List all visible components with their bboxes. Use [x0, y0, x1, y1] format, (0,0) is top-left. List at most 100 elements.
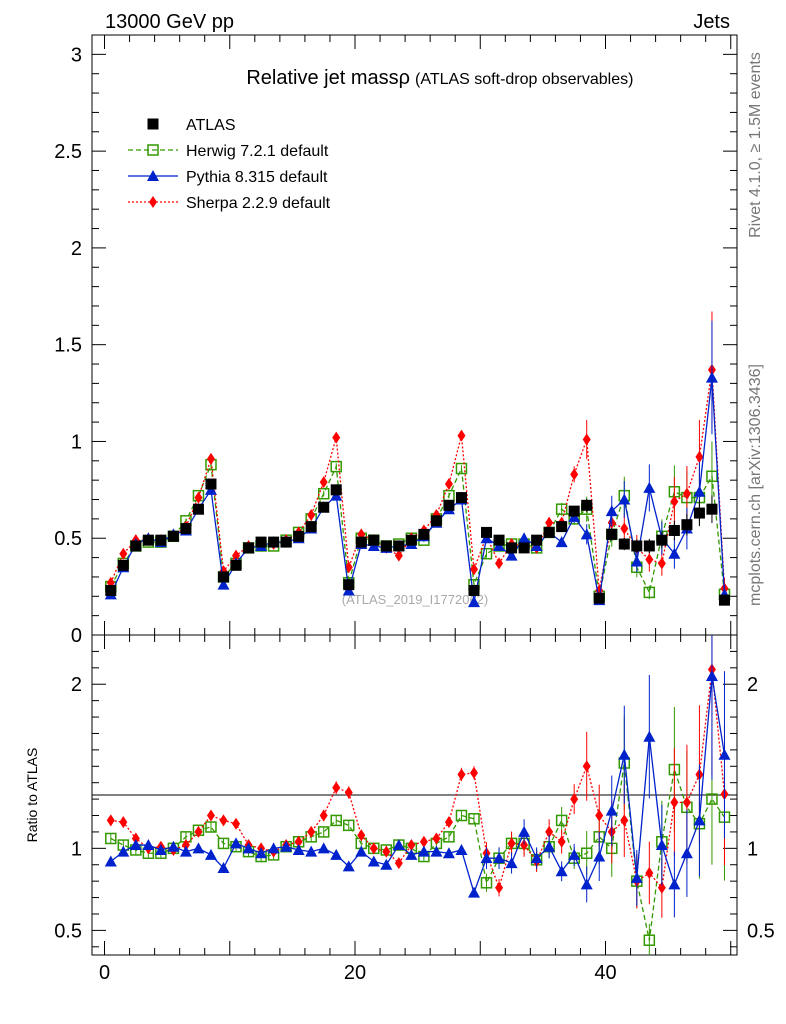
atlas-main-point — [268, 536, 280, 548]
atlas-main-point — [693, 507, 705, 519]
main-ytick-label: 0 — [71, 625, 82, 647]
sherpa-main-point — [582, 433, 591, 446]
sherpa-main-point — [645, 553, 654, 566]
pythia-ratio-point — [530, 852, 543, 864]
pythia-ratio-point — [230, 837, 243, 849]
sherpa-main-point — [332, 431, 341, 444]
atlas-main-point — [405, 534, 417, 546]
sherpa-ratio-point — [620, 814, 629, 827]
atlas-main-point — [518, 542, 530, 554]
pythia-main-point — [555, 536, 568, 548]
pythia-ratio-point — [467, 886, 480, 898]
herwig-ratio-point — [455, 809, 468, 822]
atlas-main-point — [643, 540, 655, 552]
atlas-main-point — [443, 499, 455, 511]
sherpa-ratio-point — [570, 793, 579, 806]
pythia-ratio-point — [718, 748, 731, 760]
mcplots-label: mcplots.cern.ch [arXiv:1306.3436] — [747, 364, 764, 606]
sherpa-ratio-point — [682, 796, 691, 809]
sherpa-ratio-point — [106, 814, 115, 827]
legend-marker-sherpa — [149, 196, 157, 208]
atlas-main-point — [581, 499, 593, 511]
xtick-label: 40 — [594, 962, 616, 984]
atlas-main-point — [606, 528, 618, 540]
pythia-ratio-point — [680, 847, 693, 859]
sherpa-ratio-point — [545, 825, 554, 838]
atlas-main-point — [355, 536, 367, 548]
pythia-ratio-point — [367, 855, 380, 867]
sherpa-ratio-point — [557, 835, 566, 848]
sherpa-main-point — [394, 549, 403, 562]
legend-label-sherpa: Sherpa 2.2.9 default — [186, 195, 331, 212]
atlas-main-point — [481, 526, 493, 538]
pythia-ratio-point — [154, 843, 167, 855]
sherpa-main-point — [620, 522, 629, 535]
pythia-ratio-point — [104, 855, 117, 867]
pythia-ratio-point — [330, 848, 343, 860]
atlas-main-point — [556, 521, 568, 533]
atlas-main-point — [255, 536, 267, 548]
herwig-ratio-point — [443, 831, 455, 843]
atlas-main-point — [543, 526, 555, 538]
sherpa-main-point — [194, 491, 203, 504]
sherpa-main-point — [232, 549, 241, 562]
sherpa-main-line — [110, 369, 726, 591]
ratio-ylabel: Ratio to ATLAS — [24, 748, 40, 843]
sherpa-ratio-point — [507, 837, 516, 850]
sherpa-ratio-point — [419, 835, 428, 848]
atlas-main-point — [631, 540, 643, 552]
sherpa-main-point — [457, 429, 466, 442]
sherpa-ratio-point — [319, 809, 328, 822]
pythia-ratio-point — [204, 848, 217, 860]
atlas-main-point — [656, 534, 668, 546]
pythia-ratio-point — [455, 843, 468, 855]
herwig-main-point — [455, 462, 468, 475]
sherpa-ratio-point — [119, 816, 128, 829]
xtick-label: 20 — [344, 962, 366, 984]
main-ytick-label: 1 — [71, 431, 82, 453]
pythia-main-point — [668, 547, 681, 559]
atlas-main-point — [155, 534, 167, 546]
atlas-main-point — [180, 523, 192, 535]
pythia-ratio-point — [518, 825, 531, 837]
main-ytick-label: 2 — [71, 238, 82, 260]
atlas-main-point — [568, 505, 580, 517]
sherpa-ratio-point — [131, 832, 140, 845]
header-left: 13000 GeV pp — [105, 11, 234, 33]
legend-label-pythia: Pythia 8.315 default — [186, 169, 328, 186]
xtick-label: 0 — [99, 962, 110, 984]
herwig-ratio-point — [205, 821, 217, 833]
atlas-main-point — [393, 540, 405, 552]
herwig-ratio-point — [217, 837, 230, 850]
sherpa-main-point — [344, 561, 353, 574]
pythia-ratio-point — [380, 858, 393, 870]
pythia-ratio-point — [630, 871, 643, 883]
sherpa-ratio-point — [657, 881, 666, 894]
sherpa-main-point — [444, 478, 453, 491]
sherpa-ratio-point — [357, 829, 366, 842]
sherpa-ratio-point — [444, 816, 453, 829]
pythia-main-point — [643, 481, 656, 493]
atlas-main-point — [706, 503, 718, 515]
atlas-main-point — [105, 584, 117, 596]
pythia-ratio-point — [179, 845, 192, 857]
pythia-ratio-point — [242, 842, 255, 854]
sherpa-ratio-point — [219, 814, 228, 827]
legend-marker-atlas — [147, 118, 159, 130]
sherpa-ratio-point — [232, 817, 241, 830]
herwig-main-point — [643, 586, 656, 599]
main-ytick-label: 3 — [71, 44, 82, 66]
atlas-main-point — [117, 559, 129, 571]
pythia-ratio-point — [192, 842, 205, 854]
atlas-main-point — [130, 540, 142, 552]
atlas-main-point — [593, 592, 605, 604]
sherpa-main-point — [469, 563, 478, 576]
atlas-main-point — [368, 534, 380, 546]
sherpa-ratio-point — [181, 839, 190, 852]
sherpa-main-point — [545, 516, 554, 529]
legend-label-atlas: ATLAS — [186, 117, 236, 134]
series-layer — [104, 311, 731, 955]
pythia-ratio-point — [392, 839, 405, 851]
pythia-main-point — [505, 549, 518, 561]
main-ytick-label: 2.5 — [54, 141, 82, 163]
